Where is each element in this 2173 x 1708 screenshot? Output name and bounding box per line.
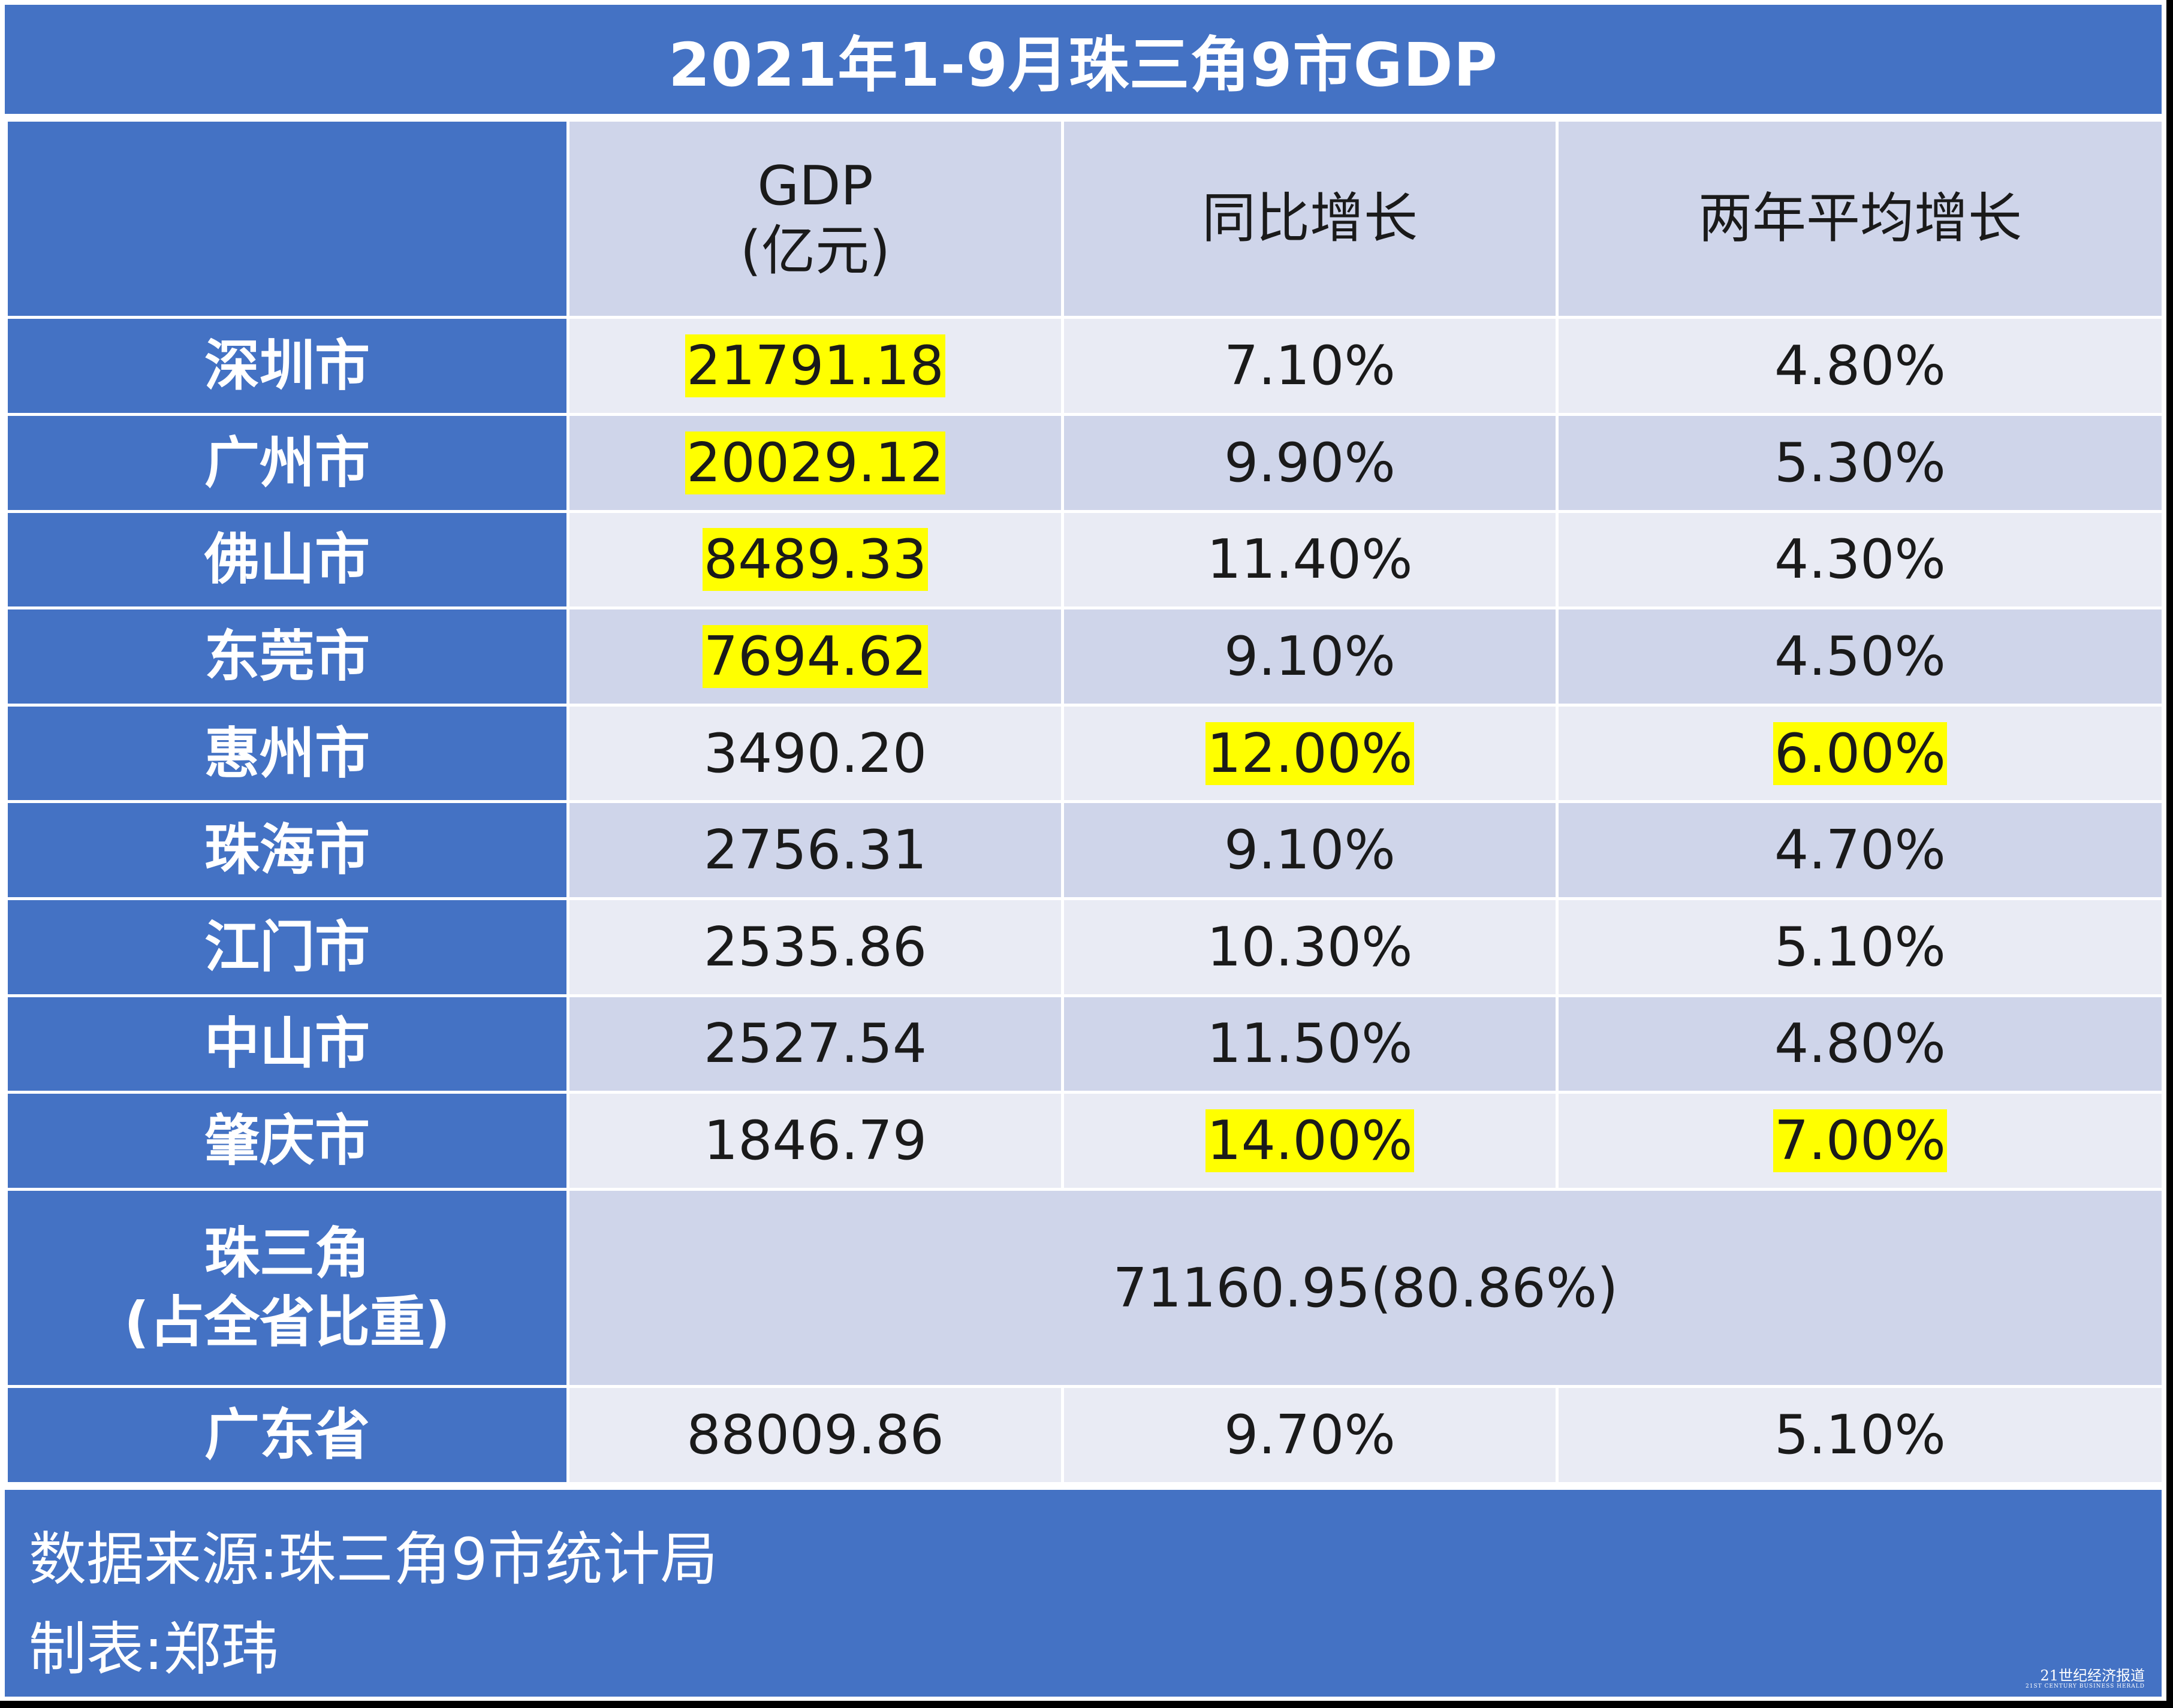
gdp-cell: 2535.86	[566, 897, 1064, 997]
two-year-value-highlighted: 7.00%	[1773, 1109, 1947, 1173]
data-source: 数据来源:珠三角9市统计局	[29, 1526, 718, 1593]
yoy-cell: 11.40%	[1061, 509, 1559, 610]
gdp-value-highlighted: 8489.33	[702, 528, 929, 592]
region-value: 71160.95(80.86%)	[566, 1187, 2165, 1389]
two-year-cell: 4.80%	[1556, 994, 2165, 1094]
city-label: 江门市	[5, 897, 569, 997]
region-row: 珠三角 (占全省比重) 71160.95(80.86%)	[5, 1187, 2165, 1389]
table-maker: 制表:郑玮	[29, 1616, 279, 1683]
city-label: 中山市	[5, 994, 569, 1094]
city-label: 广州市	[5, 412, 569, 513]
gdp-table: GDP (亿元) 同比增长 两年平均增长 深圳市 21791.18 7.10% …	[5, 118, 2165, 1485]
region-label-line1: 珠三角	[204, 1221, 370, 1286]
two-year-cell: 5.10%	[1556, 897, 2165, 997]
two-year-value-highlighted: 6.00%	[1773, 722, 1947, 785]
yoy-cell: 9.70%	[1061, 1385, 1559, 1485]
table-title: 2021年1-9月珠三角9市GDP	[5, 5, 2162, 114]
header-gdp-line2: (亿元)	[740, 219, 891, 283]
corner-cell	[5, 118, 569, 319]
two-year-cell: 4.30%	[1556, 509, 2165, 610]
table-row: 珠海市 2756.31 9.10% 4.70%	[5, 800, 2165, 901]
two-year-cell: 5.10%	[1556, 1385, 2165, 1485]
gdp-value-highlighted: 7694.62	[702, 625, 929, 688]
table-row: 江门市 2535.86 10.30% 5.10%	[5, 897, 2165, 997]
region-label: 珠三角 (占全省比重)	[5, 1187, 569, 1389]
city-label: 珠海市	[5, 800, 569, 901]
gdp-value-highlighted: 20029.12	[685, 431, 945, 494]
yoy-value-highlighted: 12.00%	[1205, 722, 1414, 785]
city-label: 惠州市	[5, 703, 569, 804]
header-yoy: 同比增长	[1061, 118, 1559, 319]
table-row: 东莞市 7694.62 9.10% 4.50%	[5, 606, 2165, 707]
table-row: 深圳市 21791.18 7.10% 4.80%	[5, 316, 2165, 416]
yoy-cell: 12.00%	[1061, 703, 1559, 804]
table-row: 中山市 2527.54 11.50% 4.80%	[5, 994, 2165, 1094]
gdp-cell: 20029.12	[566, 412, 1064, 513]
gdp-value-highlighted: 21791.18	[685, 334, 945, 398]
yoy-cell: 14.00%	[1061, 1091, 1559, 1191]
two-year-cell: 4.70%	[1556, 800, 2165, 901]
city-label: 佛山市	[5, 509, 569, 610]
gdp-cell: 3490.20	[566, 703, 1064, 804]
table-row: 惠州市 3490.20 12.00% 6.00%	[5, 703, 2165, 804]
two-year-cell: 4.50%	[1556, 606, 2165, 707]
two-year-cell: 5.30%	[1556, 412, 2165, 513]
two-year-cell: 6.00%	[1556, 703, 2165, 804]
header-gdp: GDP (亿元)	[566, 118, 1064, 319]
gdp-cell: 88009.86	[566, 1385, 1064, 1485]
yoy-cell: 11.50%	[1061, 994, 1559, 1094]
city-label: 东莞市	[5, 606, 569, 707]
yoy-cell: 9.10%	[1061, 800, 1559, 901]
footer: 数据来源:珠三角9市统计局 制表:郑玮 21世纪经济报道 21ST CENTUR…	[5, 1490, 2162, 1697]
city-label: 肇庆市	[5, 1091, 569, 1191]
logo-sub: 21ST CENTURY BUSINESS HERALD	[2026, 1683, 2145, 1689]
table-row: 佛山市 8489.33 11.40% 4.30%	[5, 509, 2165, 610]
table-row: 广州市 20029.12 9.90% 5.30%	[5, 412, 2165, 513]
city-label: 深圳市	[5, 316, 569, 416]
publisher-logo: 21世纪经济报道 21ST CENTURY BUSINESS HERALD	[2026, 1668, 2145, 1689]
two-year-cell: 4.80%	[1556, 316, 2165, 416]
province-row: 广东省 88009.86 9.70% 5.10%	[5, 1385, 2165, 1485]
header-gdp-line1: GDP	[757, 155, 873, 218]
yoy-cell: 9.10%	[1061, 606, 1559, 707]
header-two-year: 两年平均增长	[1556, 118, 2165, 319]
gdp-cell: 1846.79	[566, 1091, 1064, 1191]
table-row: 肇庆市 1846.79 14.00% 7.00%	[5, 1091, 2165, 1191]
yoy-value-highlighted: 14.00%	[1205, 1109, 1414, 1173]
two-year-cell: 7.00%	[1556, 1091, 2165, 1191]
gdp-cell: 2756.31	[566, 800, 1064, 901]
gdp-cell: 2527.54	[566, 994, 1064, 1094]
gdp-cell: 8489.33	[566, 509, 1064, 610]
header-row: GDP (亿元) 同比增长 两年平均增长	[5, 118, 2165, 319]
region-label-line2: (占全省比重)	[123, 1290, 451, 1355]
yoy-cell: 10.30%	[1061, 897, 1559, 997]
yoy-cell: 7.10%	[1061, 316, 1559, 416]
logo-name: 21世纪经济报道	[2040, 1667, 2145, 1685]
gdp-cell: 21791.18	[566, 316, 1064, 416]
gdp-cell: 7694.62	[566, 606, 1064, 707]
province-label: 广东省	[5, 1385, 569, 1485]
yoy-cell: 9.90%	[1061, 412, 1559, 513]
